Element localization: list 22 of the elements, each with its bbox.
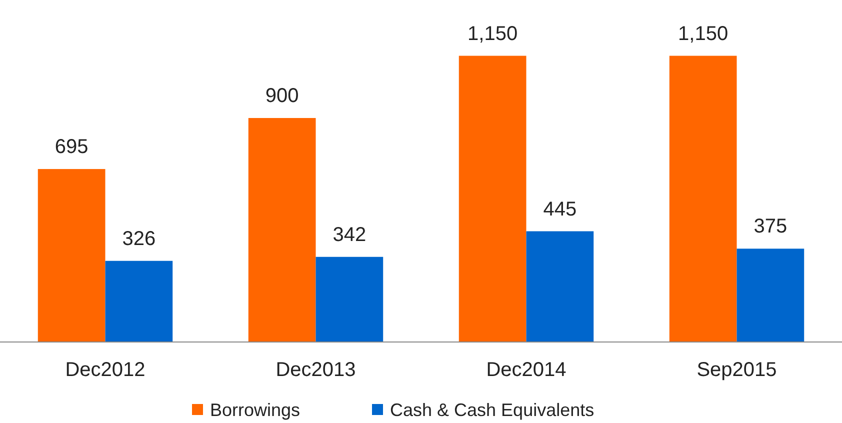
bar [458,56,526,342]
data-label: 342 [332,224,366,246]
x-tick-label: Sep2015 [696,359,777,381]
legend-label: Borrowings [210,400,300,420]
data-label: 1,150 [468,22,518,45]
data-label: 900 [265,85,299,108]
bar [105,260,173,342]
bar [669,56,737,342]
x-tick-label: Dec2012 [65,359,146,381]
data-label: 695 [54,136,88,158]
bar [526,231,594,342]
data-label: 1,150 [678,22,728,45]
bar [38,169,106,342]
bar [248,118,316,342]
data-label: 445 [543,198,577,220]
data-label: 375 [754,216,788,238]
bar [316,256,384,342]
data-label: 326 [122,228,156,250]
legend-label: Cash & Cash Equivalents [390,400,594,420]
x-tick-label: Dec2014 [486,359,566,381]
x-tick-label: Dec2013 [276,359,356,381]
bar [736,248,804,342]
